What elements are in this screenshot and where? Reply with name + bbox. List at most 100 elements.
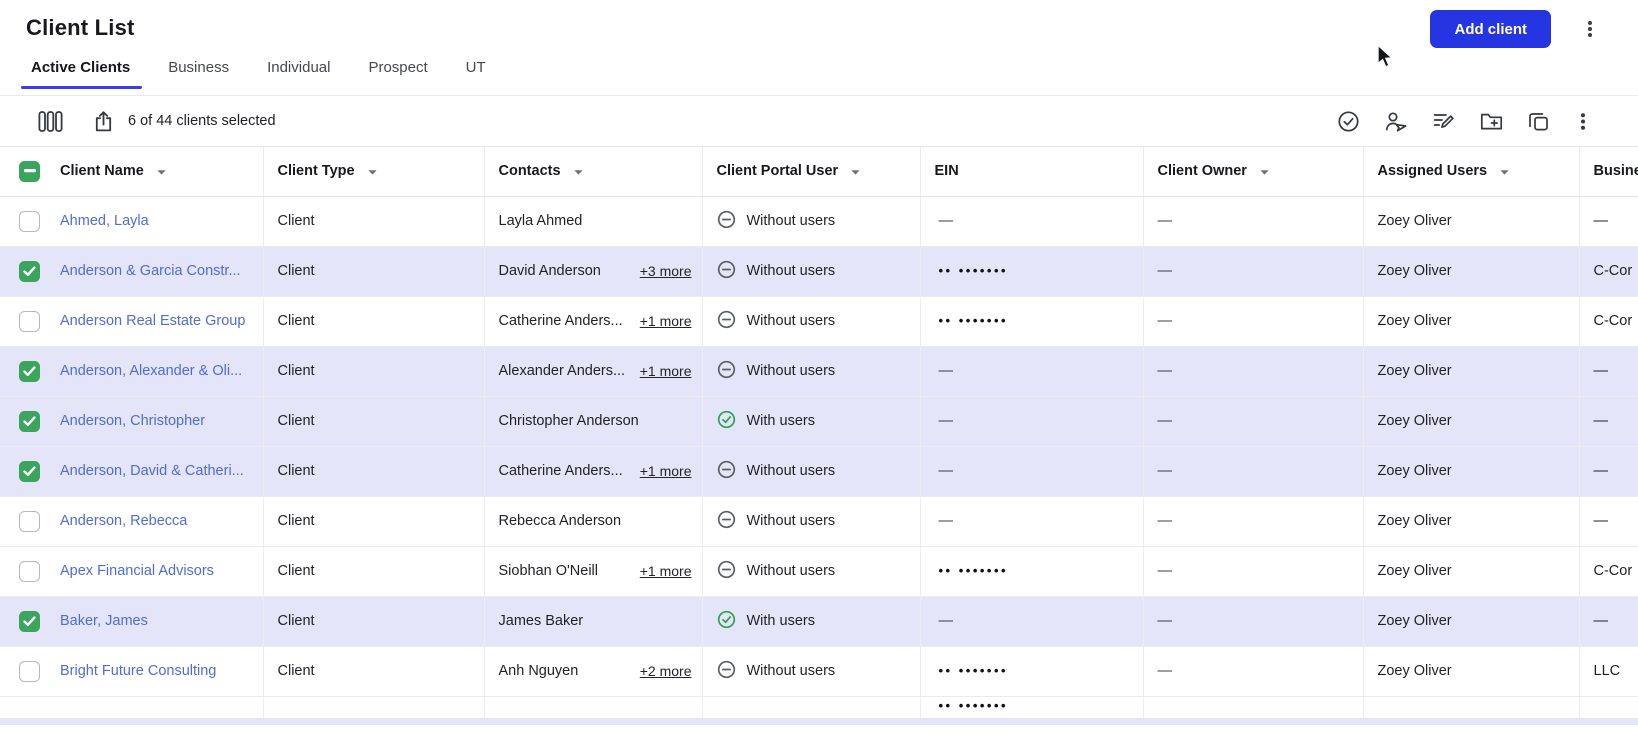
owner-value: —	[1157, 263, 1173, 279]
page-kebab-menu-icon[interactable]	[1578, 17, 1602, 41]
export-icon[interactable]	[93, 110, 114, 133]
business-type-value: —	[1593, 363, 1609, 379]
contacts-cell: Anh Nguyen +2 more	[484, 646, 703, 697]
tab-individual[interactable]: Individual	[267, 59, 331, 76]
client-name-link[interactable]: Anderson, David & Catheri...	[60, 463, 244, 479]
client-name-cell: Anderson, Christopher	[46, 396, 264, 447]
assigned-user-value: Zoey Oliver	[1377, 563, 1452, 579]
ein-cell: —	[920, 346, 1144, 397]
column-header-assigned-users[interactable]: Assigned Users	[1363, 147, 1580, 197]
table-row: Anderson, Alexander & Oli... Client Alexan…	[0, 346, 1638, 397]
contacts-more-link[interactable]: +1 more	[639, 313, 692, 329]
tab-prospect[interactable]: Prospect	[368, 59, 428, 76]
assigned-users-cell: Zoey Oliver	[1363, 646, 1580, 697]
contacts-more-link[interactable]: +1 more	[639, 363, 692, 379]
contacts-more-link[interactable]: +1 more	[639, 463, 692, 479]
portal-status-label: Without users	[746, 263, 836, 279]
portal-status-label: Without users	[746, 363, 836, 379]
columns-icon[interactable]	[38, 110, 63, 133]
column-header-client-type[interactable]: Client Type	[263, 147, 485, 197]
approve-circle-icon[interactable]	[1337, 110, 1360, 133]
row-checkbox[interactable]	[19, 560, 40, 582]
client-type-value: Client	[277, 363, 315, 379]
bulk-actions-toolbar: 6 of 44 clients selected	[0, 96, 1638, 147]
row-checkbox[interactable]	[19, 660, 40, 682]
client-name-link[interactable]: Anderson, Christopher	[60, 413, 206, 429]
contacts-more-link[interactable]: +2 more	[639, 663, 692, 679]
client-table: Client Name Client Type Contacts Client Por…	[0, 147, 1638, 718]
checkbox-cell	[0, 196, 46, 247]
table-row: Baker, James Client James Baker With users —…	[0, 596, 1638, 647]
row-checkbox[interactable]	[19, 210, 40, 232]
contacts-cell: Layla Ahmed	[484, 196, 703, 247]
column-header-client-name[interactable]: Client Name	[46, 147, 264, 197]
business-type-value: —	[1593, 413, 1609, 429]
ein-cell: —	[920, 196, 1144, 247]
select-all-checkbox[interactable]	[19, 160, 40, 182]
client-name-link[interactable]: Ahmed, Layla	[60, 213, 149, 229]
note-edit-icon[interactable]	[1431, 110, 1456, 133]
copy-icon[interactable]	[1527, 110, 1550, 133]
table-row: Anderson & Garcia Constr... Client David A…	[0, 246, 1638, 297]
ein-cell: •• •••••••	[920, 696, 1144, 718]
client-name-link[interactable]: Anderson & Garcia Constr...	[60, 263, 241, 279]
business-type-cell: C-Cor	[1579, 246, 1638, 297]
assigned-user-value: Zoey Oliver	[1377, 263, 1452, 279]
business-type-cell: —	[1579, 396, 1638, 447]
business-type-value: LLC	[1593, 663, 1621, 679]
portal-user-cell: Without users	[702, 446, 921, 497]
row-checkbox[interactable]	[19, 510, 40, 532]
tab-business[interactable]: Business	[168, 59, 230, 76]
owner-value: —	[1157, 313, 1173, 329]
checkbox-cell	[0, 546, 46, 597]
checkbox-cell	[0, 596, 46, 647]
client-name-link[interactable]: Anderson, Rebecca	[60, 513, 188, 529]
checkbox-cell	[0, 246, 46, 297]
client-owner-cell: —	[1143, 546, 1364, 597]
client-type-cell: Client	[263, 296, 485, 347]
user-send-icon[interactable]	[1383, 110, 1408, 133]
client-name-link[interactable]: Anderson Real Estate Group	[60, 313, 246, 329]
client-name-link[interactable]: Bright Future Consulting	[60, 663, 217, 679]
business-type-value: C-Cor	[1593, 563, 1633, 579]
client-name-link[interactable]: Apex Financial Advisors	[60, 563, 214, 579]
kebab-menu-icon[interactable]	[1573, 111, 1593, 132]
client-name-link[interactable]: Anderson, Alexander & Oli...	[60, 363, 243, 379]
column-header-contacts[interactable]: Contacts	[484, 147, 703, 197]
client-type-cell: Client	[263, 496, 485, 547]
toolbar-right-icons	[1337, 110, 1593, 133]
table-row: Ahmed, Layla Client Layla Ahmed Without use…	[0, 196, 1638, 247]
column-header-client-owner[interactable]: Client Owner	[1143, 147, 1364, 197]
row-checkbox[interactable]	[19, 460, 40, 482]
column-header-client-portal-user[interactable]: Client Portal User	[702, 147, 921, 197]
client-type-cell: Client	[263, 646, 485, 697]
row-checkbox[interactable]	[19, 260, 40, 282]
table-row: Bright Future Consulting Client Anh Nguyen…	[0, 646, 1638, 697]
business-type-value: —	[1593, 613, 1609, 629]
portal-status-label: Without users	[746, 313, 836, 329]
row-checkbox[interactable]	[19, 610, 40, 632]
add-client-button[interactable]: Add client	[1430, 10, 1551, 48]
contacts-more-link[interactable]: +3 more	[639, 263, 692, 279]
portal-user-cell: Without users	[702, 296, 921, 347]
portal-status-label: Without users	[746, 513, 836, 529]
tab-ut[interactable]: UT	[465, 59, 486, 76]
row-checkbox[interactable]	[19, 360, 40, 382]
row-checkbox[interactable]	[19, 310, 40, 332]
contact-name: Catherine Anders...	[498, 313, 623, 329]
folder-add-icon[interactable]	[1479, 110, 1504, 133]
contacts-more-link[interactable]: +1 more	[639, 563, 692, 579]
row-checkbox[interactable]	[19, 410, 40, 432]
owner-value: —	[1157, 513, 1173, 529]
portal-status-label: Without users	[746, 563, 836, 579]
ein-cell: —	[920, 396, 1144, 447]
client-type-cell: Client	[263, 596, 485, 647]
portal-user-cell: With users	[702, 596, 921, 647]
tab-active-clients[interactable]: Active Clients	[20, 57, 143, 89]
client-name-cell: Anderson, Alexander & Oli...	[46, 346, 264, 397]
column-label: Contacts	[498, 163, 561, 180]
assigned-user-value: Zoey Oliver	[1377, 663, 1452, 679]
client-name-link[interactable]: Baker, James	[60, 613, 148, 629]
client-owner-cell: —	[1143, 596, 1364, 647]
